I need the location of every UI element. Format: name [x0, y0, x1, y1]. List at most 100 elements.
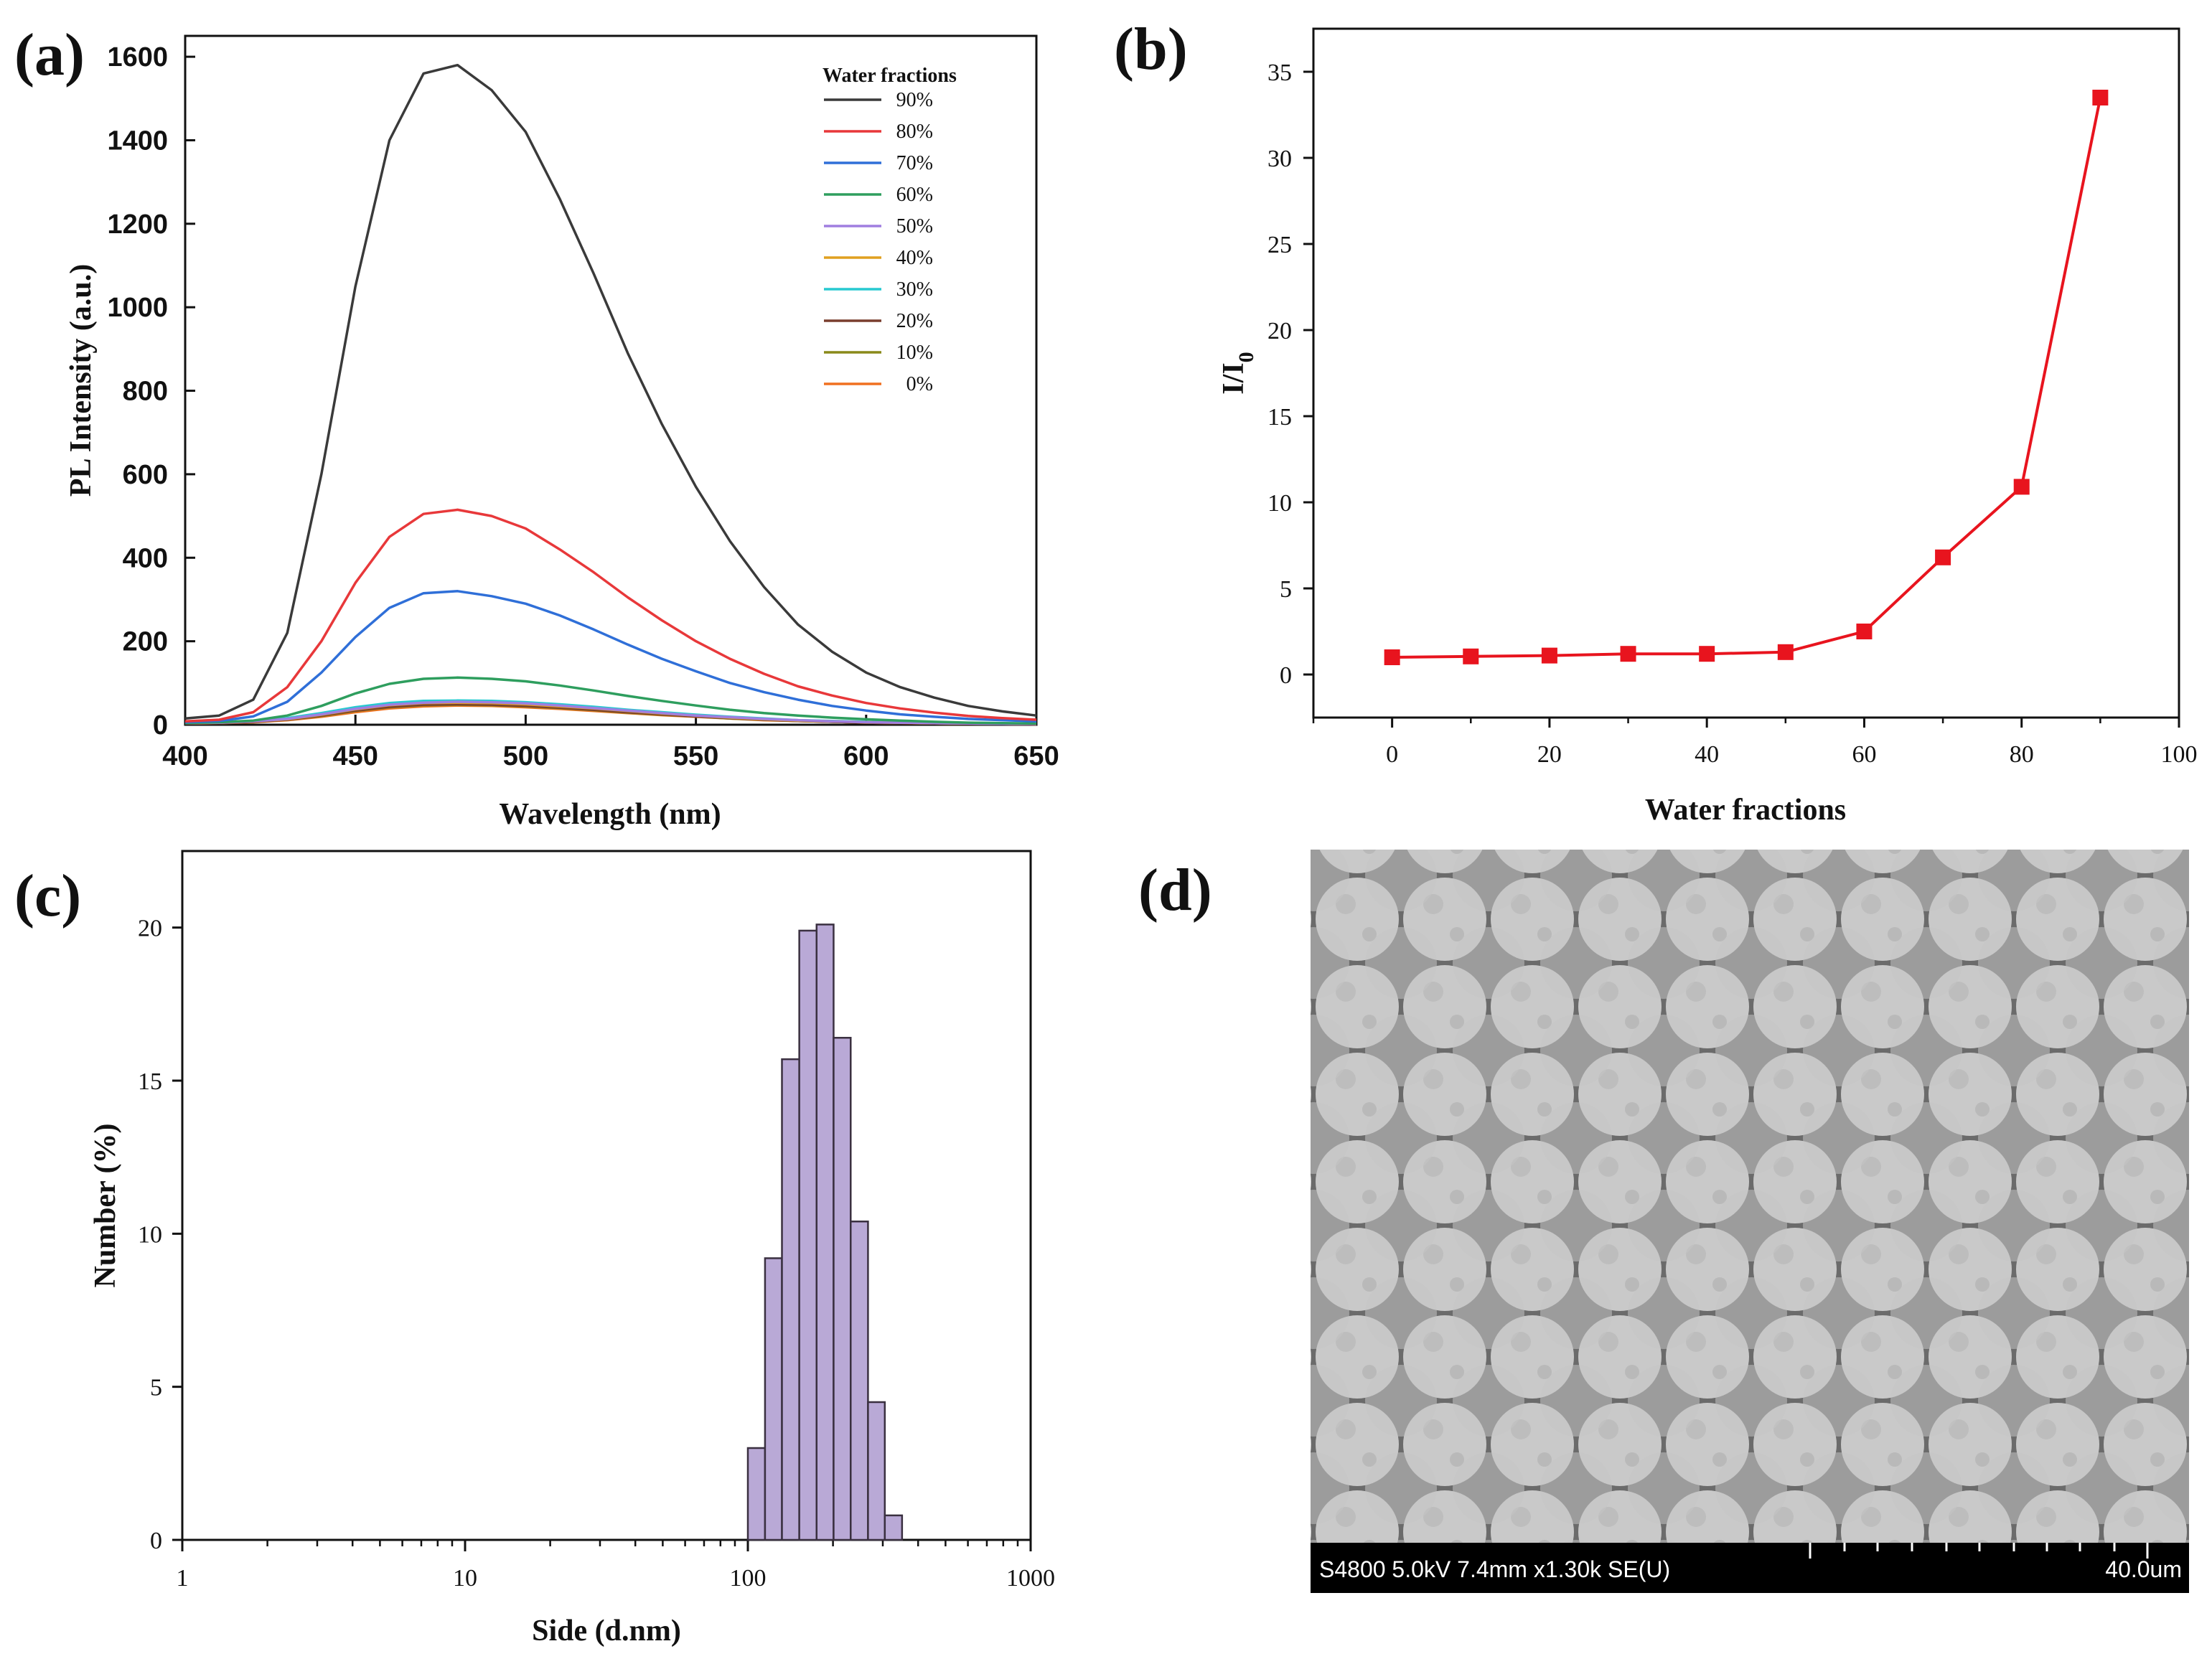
data-point-20 [1541, 647, 1557, 664]
y-tick-label-25: 25 [1267, 232, 1292, 258]
series-group-a [184, 63, 1037, 726]
x-tick-label-100: 100 [730, 1565, 767, 1592]
data-point-90 [2092, 90, 2109, 105]
legend-label-20: 20% [896, 310, 933, 332]
y-tick-label-20: 20 [1267, 318, 1292, 344]
bar-group-c [746, 924, 904, 1541]
x-axis-label-a: Wavelength (nm) [499, 798, 721, 831]
bar-6 [850, 1221, 869, 1541]
x-tick-label-600: 600 [843, 741, 889, 771]
legend-title-a: Water fractions [823, 65, 957, 87]
y-axis-label-b-sub: 0 [1234, 352, 1258, 362]
x-tick-label-550: 550 [673, 741, 718, 771]
series-line-i-i0 [1392, 97, 2102, 659]
series-group-b [1384, 90, 2109, 665]
legend-a: Water fractions 90% 80% 70% 60% 50% 40% 30% 20%… [823, 65, 957, 395]
sem-texture-overlay [1311, 850, 2189, 1543]
y-tick-label-5: 5 [150, 1375, 162, 1401]
x-tick-label-1000: 1000 [1006, 1565, 1055, 1592]
legend-label-70: 70% [896, 152, 933, 174]
legend-label-80: 80% [896, 121, 933, 143]
plot-frame-c [181, 850, 1032, 1541]
y-axis-label-b-main: I/I [1217, 362, 1250, 394]
y-tick-label-0: 0 [1280, 662, 1292, 689]
plot-frame-a [184, 34, 1038, 726]
x-tick-label-80: 80 [2010, 741, 2034, 768]
legend-label-10: 10% [896, 342, 933, 364]
x-tick-label-0: 0 [1386, 741, 1398, 768]
x-tick-label-500: 500 [503, 741, 548, 771]
legend-label-40: 40% [896, 247, 933, 269]
x-tick-label-100: 100 [2161, 741, 2198, 768]
y-tick-label-35: 35 [1267, 60, 1292, 86]
y-axis-label-b: I/I0 [1217, 352, 1258, 394]
bar-0 [746, 1447, 767, 1541]
series-line-90 [184, 63, 1037, 720]
series-line-70 [184, 590, 1037, 724]
legend-label-0: 0% [906, 373, 933, 395]
y-tick-label-1200: 1200 [107, 210, 168, 240]
axes-b: 0 20 40 60 80 100 0 5 10 15 20 25 30 35 [1267, 60, 2198, 768]
data-point-50 [1777, 644, 1794, 660]
sem-info-text: S4800 5.0kV 7.4mm x1.30k SE(U) [1319, 1556, 1670, 1582]
y-tick-label-1400: 1400 [107, 126, 168, 156]
x-tick-label-1: 1 [177, 1565, 189, 1592]
y-tick-label-30: 30 [1267, 146, 1292, 172]
data-point-0 [1384, 649, 1400, 665]
legend-label-30: 30% [896, 278, 933, 301]
bar-2 [781, 1058, 800, 1541]
x-tick-label-450: 450 [332, 741, 378, 771]
x-tick-label-650: 650 [1013, 741, 1059, 771]
y-tick-label-0: 0 [153, 710, 168, 741]
x-axis-label-b: Water fractions [1645, 794, 1846, 827]
bar-1 [764, 1257, 783, 1541]
legend-label-60: 60% [896, 184, 933, 206]
data-point-70 [1935, 549, 1951, 565]
y-tick-label-10: 10 [138, 1221, 162, 1248]
data-point-80 [2013, 479, 2030, 495]
bar-7 [867, 1401, 886, 1541]
data-point-60 [1856, 624, 1873, 639]
x-tick-label-60: 60 [1852, 741, 1876, 768]
y-axis-label-c: Number (%) [89, 1123, 122, 1287]
x-tick-label-400: 400 [162, 741, 207, 771]
sem-info-bar [1311, 1543, 2189, 1593]
x-tick-label-20: 20 [1537, 741, 1562, 768]
sem-image: S4800 5.0kV 7.4mm x1.30k SE(U) 40.0um [1311, 850, 2189, 1593]
panel-label-b: (b) [1114, 16, 1188, 83]
panel-label-c: (c) [14, 863, 81, 929]
y-tick-label-800: 800 [123, 377, 168, 407]
bar-4 [815, 924, 835, 1541]
bar-5 [833, 1037, 852, 1541]
y-tick-label-15: 15 [1267, 404, 1292, 431]
y-tick-label-15: 15 [138, 1068, 162, 1095]
x-tick-label-40: 40 [1695, 741, 1719, 768]
x-tick-label-10: 10 [453, 1565, 477, 1592]
panel-label-a: (a) [14, 22, 85, 88]
panel-label-d: (d) [1138, 857, 1212, 924]
svg-text:I/I0: I/I0 [1217, 352, 1258, 394]
y-tick-label-20: 20 [138, 916, 162, 942]
bar-8 [884, 1514, 904, 1541]
plot-frame-b [1312, 27, 2180, 719]
y-tick-label-5: 5 [1280, 576, 1292, 603]
bar-3 [798, 929, 818, 1541]
y-axis-label-a: PL Intensity (a.u.) [65, 264, 98, 497]
y-tick-label-600: 600 [123, 460, 168, 490]
y-tick-label-1600: 1600 [107, 42, 168, 72]
data-point-40 [1699, 646, 1715, 662]
data-point-30 [1620, 646, 1636, 662]
data-point-10 [1463, 648, 1479, 664]
sem-scale-ruler [1809, 1543, 2149, 1559]
series-line-50 [184, 700, 1036, 725]
sem-scale-label: 40.0um [2105, 1556, 2182, 1582]
legend-label-90: 90% [896, 89, 933, 111]
series-line-80 [184, 508, 1037, 723]
axes-a: 400 450 500 550 600 650 0 200 400 600 800 1000 1200 1… [107, 42, 1059, 771]
y-tick-label-400: 400 [123, 543, 168, 573]
y-tick-label-1000: 1000 [107, 293, 168, 323]
y-tick-label-0: 0 [150, 1528, 162, 1554]
legend-label-50: 50% [896, 215, 933, 238]
y-tick-label-10: 10 [1267, 490, 1292, 517]
